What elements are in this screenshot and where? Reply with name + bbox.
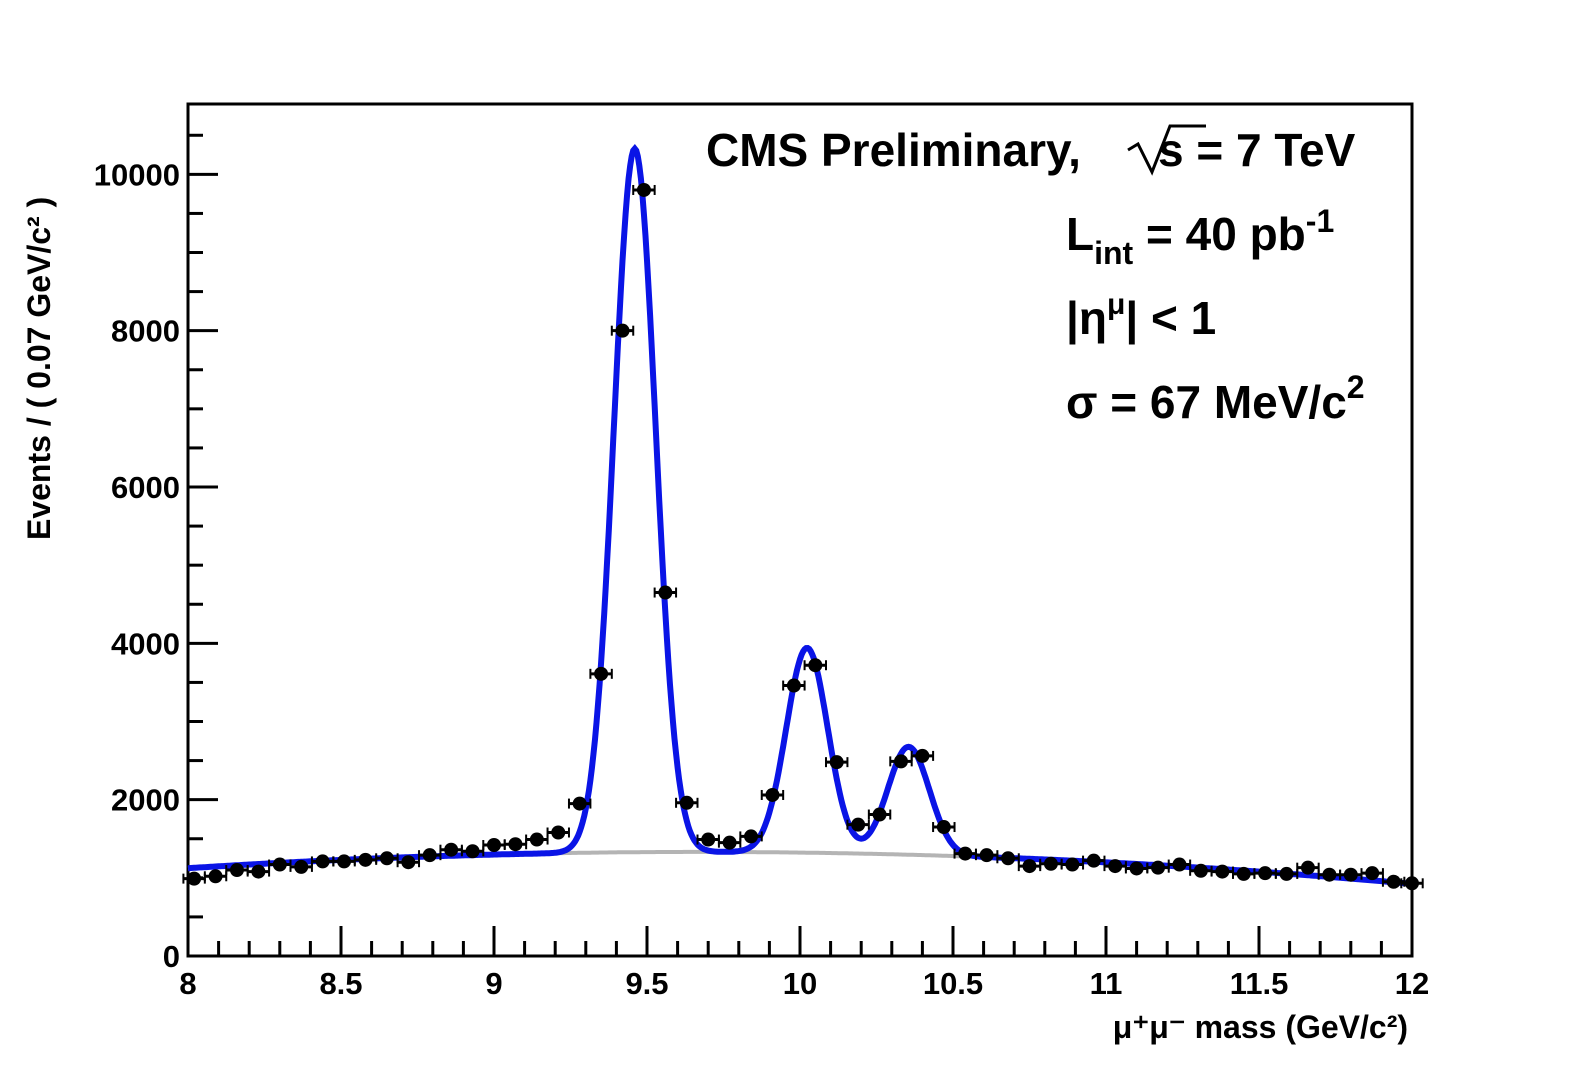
- data-point: [915, 748, 930, 763]
- data-point: [465, 844, 480, 859]
- y-axis-ticks: [188, 133, 218, 958]
- resolution-label: σ = 67 MeV/c2: [1066, 369, 1365, 428]
- data-point: [251, 864, 266, 879]
- y-tick-label: 10000: [94, 157, 180, 192]
- y-tick-label: 2000: [111, 783, 180, 818]
- data-point: [1365, 866, 1380, 881]
- data-point: [851, 817, 866, 832]
- data-point: [358, 852, 373, 867]
- data-point: [1343, 867, 1358, 882]
- y-tick-label: 4000: [111, 626, 180, 661]
- y-axis-title: Events / ( 0.07 GeV/c² ): [21, 197, 57, 540]
- data-point: [422, 848, 437, 863]
- data-point: [1279, 866, 1294, 881]
- data-point: [1129, 861, 1144, 876]
- lumi-symbol: L: [1066, 208, 1094, 260]
- sigma-exponent: 2: [1347, 369, 1365, 405]
- x-axis-ticks: [186, 926, 1414, 956]
- lumi-subscript: int: [1094, 235, 1133, 271]
- x-tick-label: 9: [485, 966, 502, 1001]
- data-point: [294, 859, 309, 874]
- data-point: [487, 838, 501, 853]
- eta-prefix: |η: [1066, 292, 1107, 344]
- x-tick-label: 10: [783, 966, 817, 1001]
- data-point: [701, 832, 716, 847]
- x-tick-label: 12: [1395, 966, 1429, 1001]
- data-point: [572, 796, 587, 811]
- data-point: [979, 848, 994, 863]
- data-point: [1258, 866, 1273, 881]
- data-point: [337, 854, 352, 869]
- data-point: [508, 837, 523, 852]
- data-point: [315, 854, 330, 869]
- data-point: [208, 869, 223, 884]
- data-point: [1001, 851, 1016, 866]
- sigma-value: σ = 67 MeV/c: [1066, 376, 1347, 428]
- data-point: [1151, 860, 1166, 875]
- data-point: [936, 820, 951, 835]
- data-point: [958, 846, 973, 861]
- data-point: [636, 182, 651, 197]
- data-point: [1322, 867, 1337, 882]
- data-point: [1108, 859, 1123, 874]
- data-point: [1215, 864, 1230, 879]
- data-point: [1386, 874, 1401, 889]
- x-tick-label: 8: [179, 966, 196, 1001]
- data-point: [808, 658, 823, 673]
- luminosity-label: Lint = 40 pb-1: [1066, 203, 1334, 271]
- data-point: [679, 795, 694, 810]
- data-point: [1043, 856, 1058, 871]
- data-point: [786, 678, 801, 693]
- sqrt-symbol: [1127, 124, 1206, 176]
- x-tick-label: 9.5: [625, 966, 668, 1001]
- data-point: [229, 863, 244, 878]
- data-point: [722, 835, 737, 850]
- data-point: [187, 871, 202, 886]
- data-point: [829, 755, 844, 770]
- cms-preliminary-label: CMS Preliminary,: [706, 124, 1081, 176]
- x-axis-tick-labels: 8 8.5 9 9.5 10 10.5 11 11.5 12: [179, 966, 1429, 1001]
- y-tick-label: 6000: [111, 470, 180, 505]
- y-tick-label: 8000: [111, 314, 180, 349]
- lumi-exponent: -1: [1306, 203, 1334, 239]
- energy-label: s = 7 TeV: [1158, 124, 1356, 176]
- data-point: [1405, 876, 1419, 891]
- x-tick-label: 8.5: [319, 966, 362, 1001]
- eta-suffix: | < 1: [1125, 292, 1216, 344]
- data-point: [594, 666, 609, 681]
- x-tick-label: 11: [1090, 966, 1123, 1001]
- lumi-value: = 40 pb: [1133, 208, 1306, 260]
- eta-cut-label: |ημ| < 1: [1066, 288, 1216, 344]
- data-point: [1236, 866, 1251, 881]
- data-point: [1300, 860, 1315, 875]
- y-axis-tick-labels: 0 2000 4000 6000 8000 10000: [94, 157, 180, 974]
- data-point: [765, 787, 780, 802]
- data-point: [744, 829, 759, 844]
- data-point: [893, 754, 908, 769]
- x-axis-title: μ⁺μ⁻ mass (GeV/c²): [1113, 1009, 1408, 1045]
- x-tick-label: 11.5: [1230, 966, 1289, 1001]
- data-point: [1193, 863, 1208, 878]
- data-point: [1065, 857, 1080, 872]
- data-point: [1086, 853, 1101, 868]
- data-point: [658, 585, 673, 600]
- x-tick-label: 10.5: [923, 966, 983, 1001]
- data-point: [401, 855, 416, 870]
- y-tick-label: 0: [163, 939, 180, 974]
- data-point: [1022, 859, 1037, 874]
- eta-superscript: μ: [1107, 288, 1125, 321]
- data-point: [615, 323, 630, 338]
- data-point: [1172, 857, 1187, 872]
- data-point: [872, 807, 887, 822]
- data-points: [182, 182, 1424, 891]
- data-point: [379, 851, 394, 866]
- data-point: [551, 825, 566, 840]
- data-point: [272, 857, 287, 872]
- data-point: [529, 832, 544, 847]
- data-point: [444, 842, 459, 857]
